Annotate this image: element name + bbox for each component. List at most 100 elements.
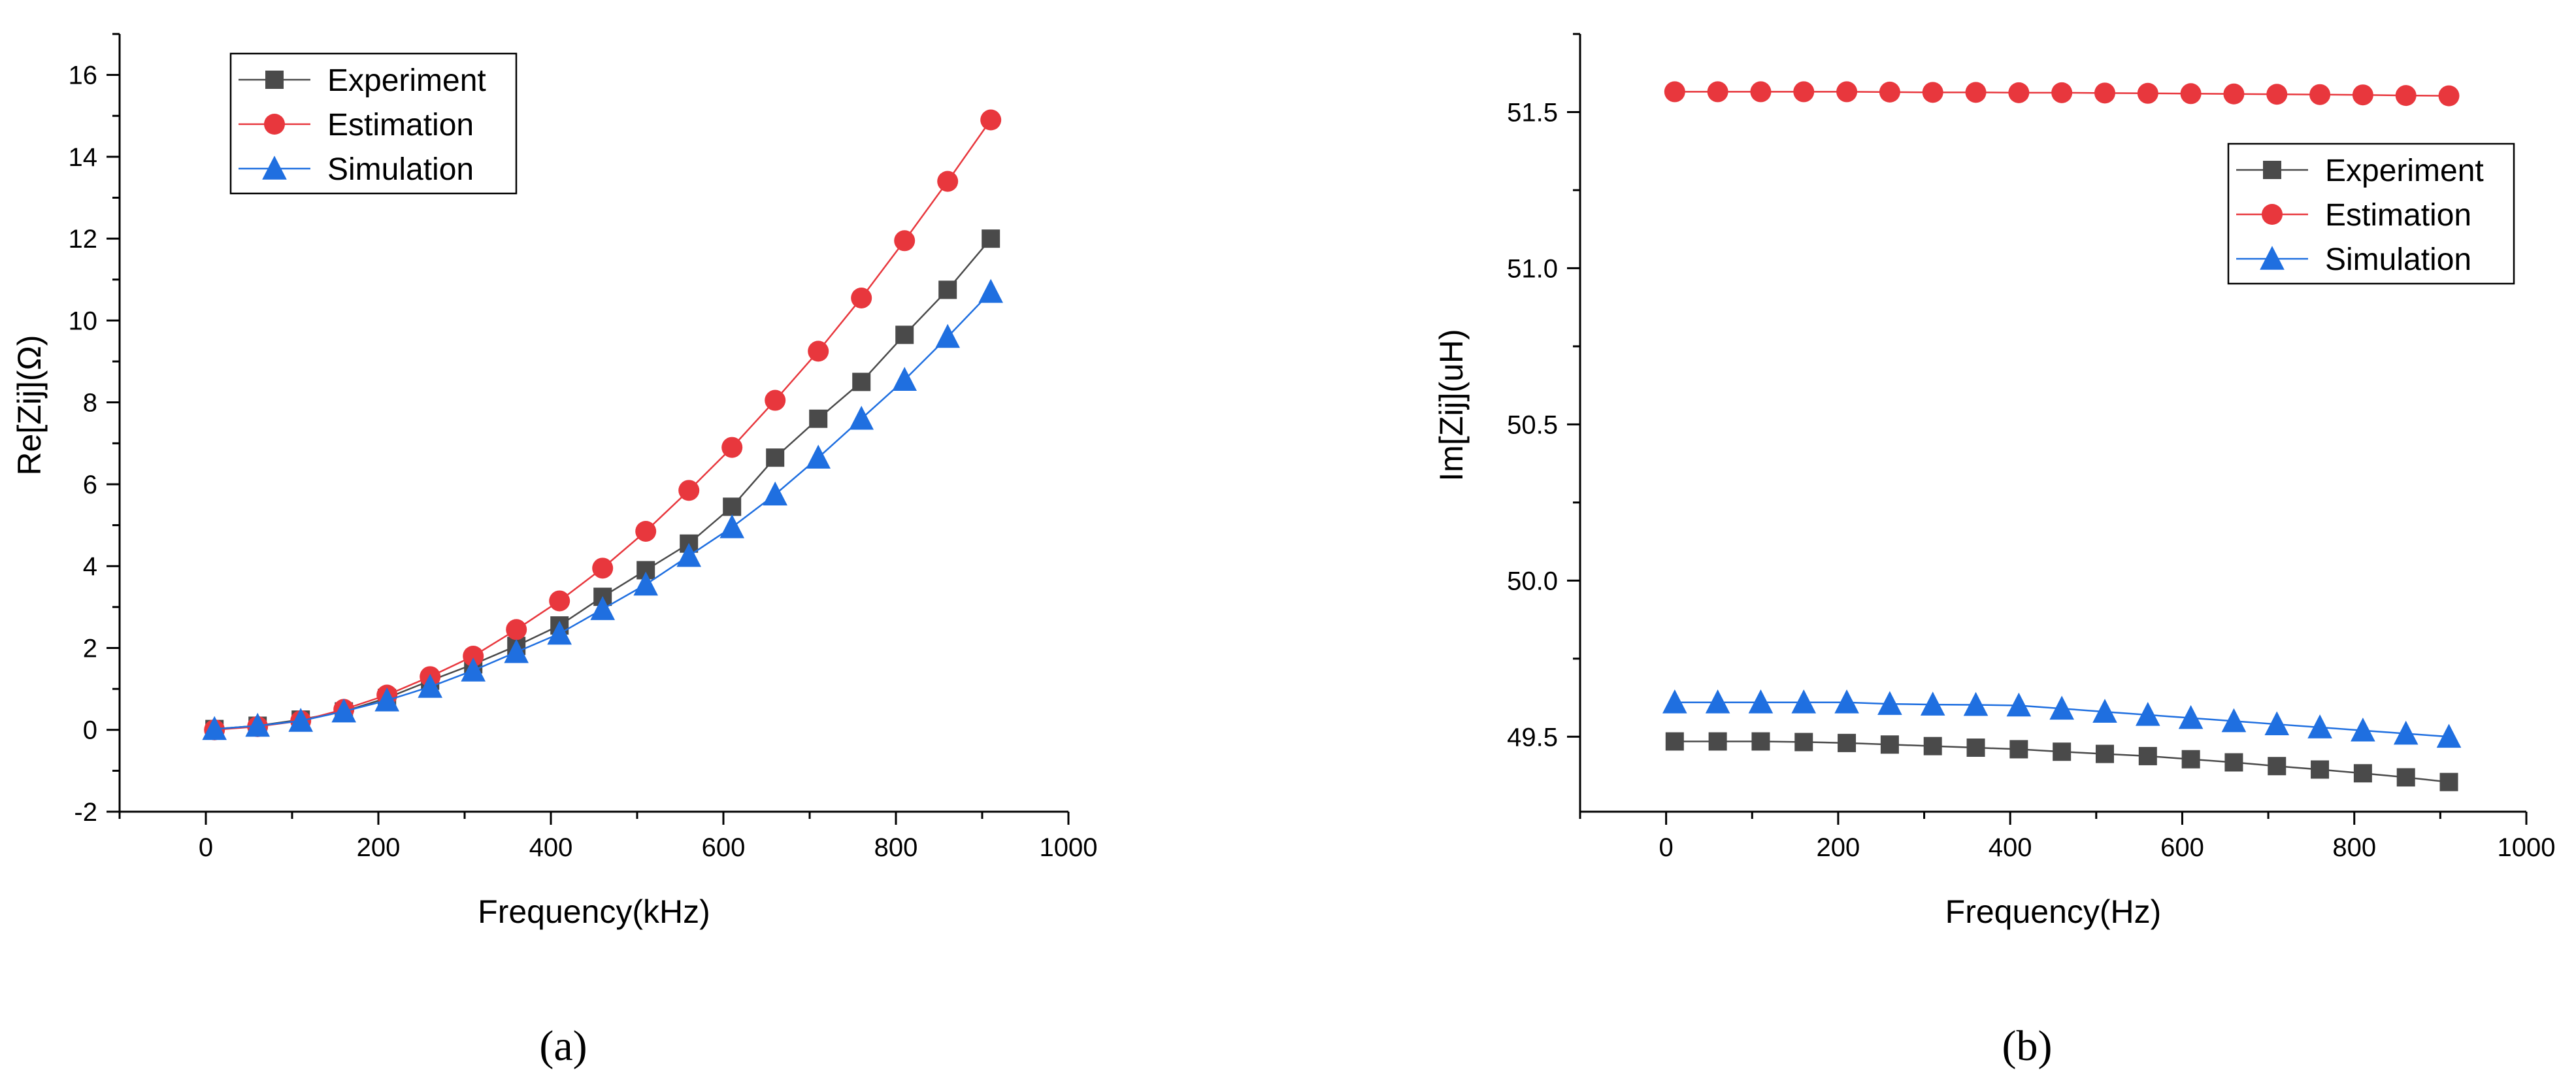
panel-b-simulation-point [2092, 699, 2117, 723]
panel-b-experiment-point [2353, 764, 2372, 783]
panel-a-series-experiment-line [214, 238, 992, 730]
panel-b-legend-marker-simulation [2260, 246, 2285, 270]
panel-b-estimation-point [2051, 82, 2073, 103]
panel-a-y-tick-label: 6 [83, 471, 97, 499]
panel-b-experiment-point [2268, 757, 2287, 776]
panel-b-legend: Experiment Estimation Simulation [2227, 142, 2515, 285]
panel-a-legend-label-experiment: Experiment [327, 63, 486, 98]
panel-b-estimation-point [2266, 84, 2288, 105]
panel-b-estimation-point [2008, 82, 2030, 103]
panel-a-simulation-point [892, 367, 917, 391]
panel-b-x-tick-label: 400 [1989, 833, 2032, 862]
panel-b-experiment-point [2311, 760, 2330, 779]
panel-a-simulation-point [418, 674, 442, 698]
panel-a-estimation-point [506, 619, 527, 640]
panel-b-estimation-point [2137, 82, 2158, 104]
panel-b-simulation-point [2049, 695, 2074, 720]
panel-a-y-tick-label: -2 [74, 798, 97, 827]
panel-b-simulation-point [2436, 723, 2462, 748]
panel-b-y-tick-label: 49.5 [1507, 723, 1558, 752]
panel-b-experiment-point [2396, 768, 2415, 787]
panel-a-simulation-point [288, 708, 313, 732]
panel-a-simulation-point [633, 571, 658, 596]
panel-a-y-tick-label: 8 [83, 389, 97, 418]
panel-a-legend-marker-experiment [265, 71, 284, 89]
panel-b-legend-label-estimation: Estimation [2325, 198, 2471, 233]
panel-b-experiment-point [2224, 753, 2243, 772]
panel-b-experiment-point [2181, 750, 2200, 769]
panel-a-estimation-point [635, 520, 657, 542]
panel-a-estimation-point [851, 287, 872, 308]
panel-b-estimation-point [1707, 81, 1728, 103]
panel-a-simulation-point [806, 444, 831, 469]
panel-a-simulation-point [504, 639, 529, 663]
panel-a-simulation-point [547, 620, 572, 645]
panel-b-estimation-point [2395, 85, 2417, 107]
panel-b-simulation-point [2136, 702, 2160, 726]
panel-a-simulation-point [590, 596, 615, 620]
panel-b-experiment-point [1794, 733, 1813, 752]
panel-b-estimation-point [1793, 81, 1815, 103]
panel-a-x-tick-label: 800 [874, 833, 918, 862]
panel-b-y-tick-label: 51.5 [1507, 98, 1558, 127]
panel-a-estimation-point [678, 480, 700, 501]
panel-b-experiment-point [1880, 735, 1899, 754]
panel-b-simulation-point [2307, 714, 2332, 739]
panel-b-estimation-point [2309, 84, 2331, 105]
panel-a-y-tick-label: 0 [83, 716, 97, 745]
panel-a-simulation-point [935, 324, 960, 348]
panel-a-x-tick-label: 600 [702, 833, 746, 862]
panel-b-simulation-point [2006, 692, 2032, 717]
panel-b-experiment-point [1665, 732, 1684, 751]
panel-a-estimation-point [937, 171, 959, 192]
panel-b-experiment-point [1923, 737, 1942, 755]
panel-a-experiment-point [938, 280, 957, 299]
panel-b-simulation-point [2178, 705, 2204, 729]
panel-a-simulation-point [331, 698, 356, 723]
panel-a-estimation-point [980, 109, 1002, 131]
panel-a-simulation-point [849, 405, 874, 430]
panel-a-legend-marker-simulation [262, 156, 287, 180]
panel-a-y-tick-label: 10 [69, 307, 98, 335]
panel-a-simulation-point [763, 481, 787, 506]
panel-b-estimation-point [2352, 84, 2373, 106]
panel-a-series-estimation-line [214, 119, 992, 731]
panel-a-y-tick-label: 14 [69, 143, 98, 172]
panel-b-x-tick-label: 200 [1817, 833, 1860, 862]
panel-a-simulation-point [676, 542, 701, 567]
panel-b-estimation-point [2180, 83, 2202, 105]
panel-a-experiment-point [766, 448, 785, 467]
panel-b-simulation-point [2221, 708, 2247, 733]
panel-b-simulation-point [2393, 720, 2419, 745]
panel-b-x-tick-label: 1000 [2498, 833, 2556, 862]
panel-a-simulation-point [461, 657, 486, 682]
panel-a-legend-marker-estimation [264, 114, 285, 135]
panel-a-legend: Experiment Estimation Simulation [229, 52, 518, 195]
panel-a-estimation-point [592, 557, 614, 579]
panel-b-simulation-point [1662, 689, 1687, 714]
panel-b-experiment-point [1966, 739, 1985, 757]
panel-a-legend-label-simulation: Simulation [327, 152, 474, 187]
panel-b-x-axis-title: Frequency(Hz) [1945, 893, 2162, 930]
panel-a-simulation-point [978, 278, 1003, 303]
panel-b-simulation-point [2351, 717, 2375, 742]
panel-a-experiment-point [982, 229, 1000, 248]
panel-a-experiment-point [852, 373, 871, 391]
panel-b-estimation-point [2223, 83, 2245, 105]
panel-b-x-tick-label: 600 [2160, 833, 2204, 862]
panel-a-simulation-point [202, 716, 227, 740]
panel-b-estimation-point [1750, 81, 1772, 103]
panel-b-experiment-point [2138, 746, 2157, 765]
panel-b-simulation-point [1791, 689, 1817, 714]
panel-b-simulation-point [1963, 691, 1989, 716]
panel-b-estimation-point [1664, 81, 1685, 103]
panel-a-x-axis-title: Frequency(kHz) [478, 893, 710, 930]
panel-b-y-tick-label: 50.0 [1507, 567, 1558, 595]
panel-a-estimation-point [721, 437, 743, 458]
panel-b-estimation-point [2094, 82, 2115, 104]
panel-a-x-tick-label: 200 [357, 833, 401, 862]
panel-b-legend-label-simulation: Simulation [2325, 242, 2471, 277]
panel-a-simulation-point [245, 712, 270, 737]
panel-b-experiment-point [1751, 732, 1770, 751]
